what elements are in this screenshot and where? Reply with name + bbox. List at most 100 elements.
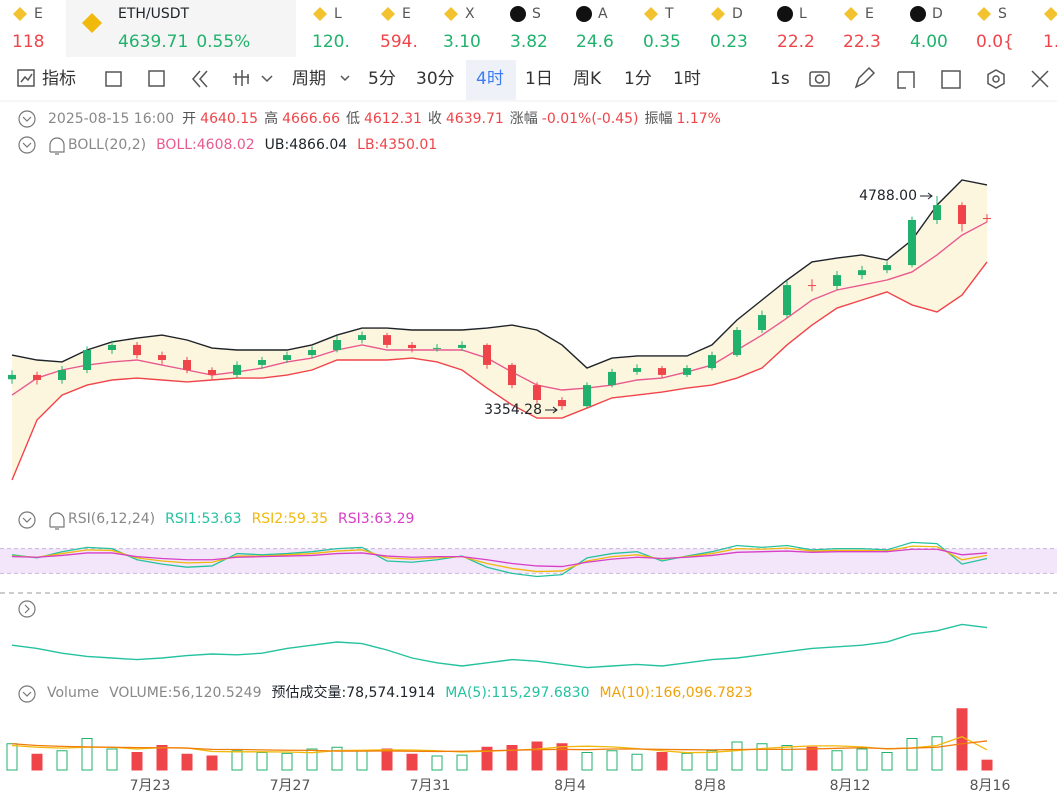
image-icon[interactable] — [941, 70, 961, 89]
volume-bar — [781, 745, 793, 771]
candle-body — [333, 340, 341, 350]
bnb-icon — [711, 7, 725, 21]
rewind-icon[interactable] — [192, 70, 208, 88]
volume-bar — [81, 738, 93, 771]
camera-icon[interactable] — [809, 71, 830, 87]
ticker-symbol: E — [402, 6, 411, 22]
candle-body — [508, 364, 516, 386]
ticker-price[interactable]: 3.82 — [510, 32, 548, 52]
dropdown-icon[interactable] — [340, 75, 350, 82]
ticker-symbol: T — [664, 6, 674, 22]
bnb-icon — [13, 7, 27, 21]
volume-bar — [231, 750, 243, 771]
coin-icon — [910, 6, 926, 22]
legend-text: MA(10):166,096.7823 — [599, 685, 752, 701]
candle-body — [483, 344, 491, 365]
add-icon[interactable] — [897, 71, 915, 89]
ticker-symbol: D — [732, 6, 743, 22]
collapse-icons — [18, 110, 65, 703]
volume-bar — [606, 750, 618, 771]
candle-body — [733, 330, 741, 356]
volume-bar — [406, 753, 418, 771]
ticker-price[interactable]: 594. — [380, 32, 418, 52]
ticker-price[interactable]: 0.0{ — [976, 32, 1014, 52]
toolbar-item[interactable]: 30分 — [416, 69, 455, 89]
min-price-label: 3354.28 — [484, 402, 542, 418]
toolbar-item[interactable]: 1日 — [525, 69, 553, 89]
coin-icon — [777, 6, 793, 22]
active-ticker-bg[interactable] — [66, 0, 296, 57]
volume-bar — [831, 750, 843, 771]
candle-body — [233, 364, 241, 375]
ticker-price[interactable]: 0.35 — [643, 32, 681, 52]
candle-body — [458, 344, 466, 348]
ticker-price[interactable]: 118 — [12, 32, 44, 52]
candle-body — [583, 385, 591, 407]
candle-body — [433, 347, 441, 349]
ticker-price[interactable]: 3.10 — [443, 32, 481, 52]
toolbar-item[interactable]: 周期 — [292, 69, 326, 89]
rsi-line — [11, 541, 988, 578]
boll-upper — [11, 179, 988, 369]
legend-text: 4639.71 — [446, 111, 504, 127]
candle-body — [658, 368, 666, 375]
close-icon[interactable] — [1031, 70, 1049, 88]
ticker-symbol: ETH/USDT — [118, 6, 190, 22]
ticker-price[interactable]: 22.2 — [777, 32, 815, 52]
legend-text: RSI1:53.63 — [165, 511, 241, 527]
x-tick-label: 7月27 — [270, 778, 311, 794]
volume-bar — [981, 759, 993, 771]
ticker-price[interactable]: 0.23 — [710, 32, 748, 52]
candle-body — [758, 315, 766, 330]
x-tick-label: 7月23 — [130, 778, 171, 794]
ticker-price[interactable]: 4.00 — [910, 32, 948, 52]
indicator-icon[interactable] — [17, 69, 35, 87]
draw-icon[interactable] — [854, 66, 876, 89]
candle-body — [933, 205, 941, 220]
collapse-icon[interactable] — [18, 136, 36, 154]
candle-body — [858, 270, 866, 276]
bnb-icon — [444, 7, 458, 21]
toolbar-item[interactable]: 指标 — [42, 69, 76, 89]
volume-bar — [481, 746, 493, 771]
collapse-icon[interactable] — [18, 511, 36, 529]
settings-icon[interactable] — [987, 69, 1005, 89]
legend-text: 预估成交量:78,574.1914 — [272, 684, 436, 701]
legend-text: BOLL(20,2) — [68, 137, 146, 153]
toolbar-item[interactable]: 1s — [770, 69, 790, 89]
volume-bar — [181, 753, 193, 771]
toolbar-item[interactable]: 周K — [573, 69, 602, 89]
volume-bar — [856, 748, 868, 771]
candle-body — [83, 350, 91, 370]
legend-text: RSI(6,12,24) — [68, 511, 155, 527]
coin-icon — [510, 6, 526, 22]
candle-body — [633, 368, 641, 372]
collapse-icon[interactable] — [18, 685, 36, 703]
toolbar-item[interactable]: 4时 — [476, 69, 504, 89]
ticker-price[interactable]: 1. — [1043, 32, 1057, 52]
legend-text: 高 — [264, 110, 278, 127]
toolbar-item[interactable]: 5分 — [368, 69, 396, 89]
calendar-icon[interactable] — [105, 71, 122, 87]
legend-text: RSI2:59.35 — [252, 511, 328, 527]
layout-icon[interactable] — [148, 70, 165, 87]
boll-lower — [11, 261, 988, 481]
expand-icon[interactable] — [18, 600, 36, 618]
toolbar-item[interactable]: 1时 — [673, 69, 701, 89]
alert-icon[interactable] — [49, 137, 65, 155]
chevron — [22, 691, 32, 697]
bnb-icon — [644, 7, 658, 21]
ticker-price[interactable]: 22.3 — [843, 32, 881, 52]
toolbar-item[interactable]: 1分 — [624, 69, 652, 89]
candle-type-icon[interactable] — [233, 70, 249, 86]
volume-bar — [531, 741, 543, 771]
volume-bar — [706, 750, 718, 771]
ticker-price[interactable]: 120. — [312, 32, 350, 52]
ticker-price[interactable]: 24.6 — [576, 32, 614, 52]
collapse-icon[interactable] — [18, 110, 36, 128]
alert-icon[interactable] — [49, 512, 65, 530]
dropdown-icon[interactable] — [261, 75, 273, 83]
volume-bar — [681, 752, 693, 771]
candle-body — [983, 218, 991, 220]
